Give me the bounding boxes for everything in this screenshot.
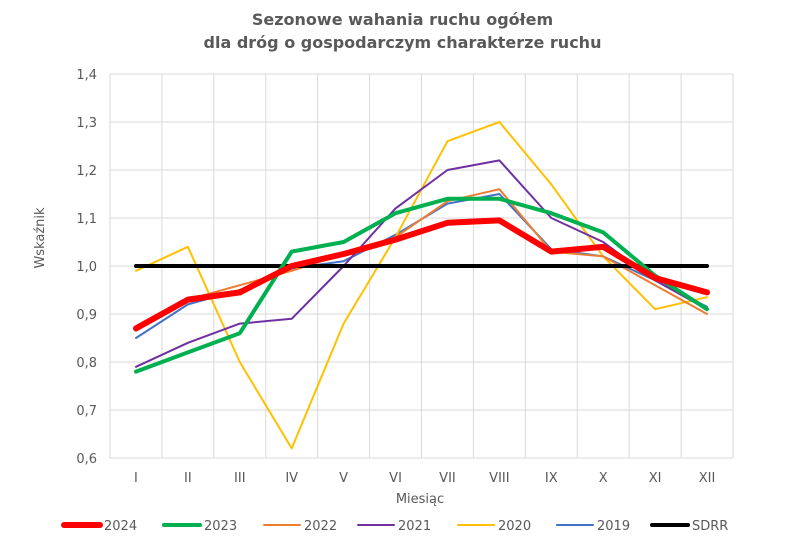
x-tick-label: VIII — [489, 471, 509, 486]
y-tick-label: 1,2 — [76, 164, 97, 179]
y-tick-label: 1,1 — [76, 212, 97, 227]
y-tick-label: 0,6 — [76, 452, 97, 467]
legend: 2024 2023 2022 2021 2020 2019 SDRR — [61, 519, 728, 534]
x-tick-label: IX — [545, 471, 558, 486]
x-tick-label: XII — [699, 471, 716, 486]
x-tick-label: III — [234, 471, 246, 486]
legend-label-sdrr: SDRR — [692, 519, 728, 534]
series-line-2023 — [134, 196, 709, 374]
x-tick-label: IV — [285, 471, 298, 486]
x-tick-label: X — [599, 471, 608, 486]
series-line-2021 — [135, 159, 708, 368]
y-axis-label: Wskaźnik — [33, 207, 48, 269]
legend-label-2024: 2024 — [104, 519, 137, 534]
y-tick-label: 0,7 — [76, 404, 97, 419]
series-line-2024 — [133, 217, 710, 332]
series-line-2022 — [135, 188, 708, 332]
legend-label-2019: 2019 — [597, 519, 630, 534]
legend-label-2023: 2023 — [204, 519, 237, 534]
x-axis-ticks: I II III IV V VI VII VIII IX X XI XII — [134, 471, 715, 486]
x-tick-label: V — [339, 471, 348, 486]
x-tick-label: XI — [649, 471, 662, 486]
series-lines — [133, 121, 710, 450]
chart-title-line-1: Sezonowe wahania ruchu ogółem — [251, 10, 554, 29]
x-tick-label: I — [134, 471, 138, 486]
y-tick-label: 1,0 — [76, 260, 97, 275]
y-axis-ticks: 0,6 0,7 0,8 0,9 1,0 1,1 1,2 1,3 1,4 — [76, 68, 97, 467]
x-tick-label: VI — [389, 471, 402, 486]
x-tick-label: VII — [439, 471, 456, 486]
y-tick-label: 1,4 — [76, 68, 97, 83]
y-tick-label: 0,9 — [76, 308, 97, 323]
x-axis-label: Miesiąc — [396, 492, 444, 507]
y-tick-label: 1,3 — [76, 116, 97, 131]
chart-title-line-2: dla dróg o gospodarczym charakterze ruch… — [203, 33, 602, 52]
legend-label-2020: 2020 — [498, 519, 531, 534]
x-tick-label: II — [184, 471, 192, 486]
legend-label-2022: 2022 — [304, 519, 337, 534]
legend-label-2021: 2021 — [398, 519, 431, 534]
y-tick-label: 0,8 — [76, 356, 97, 371]
